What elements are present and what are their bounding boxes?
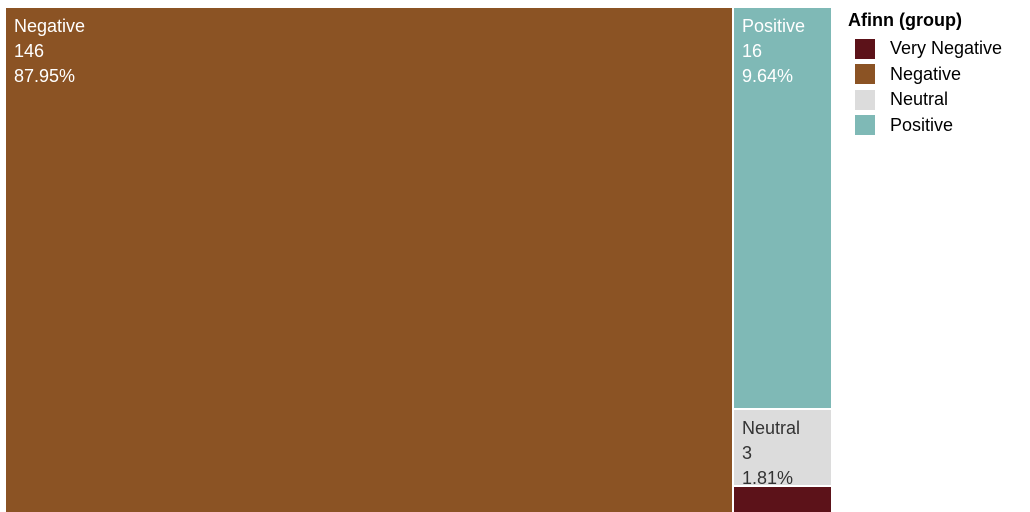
tile-percent-neutral: 1.81% (742, 468, 794, 488)
legend-label-negative: Negative (890, 63, 962, 84)
legend-title: Afinn (group) (848, 10, 962, 30)
legend-swatch-neutral (855, 89, 875, 110)
tile-name-positive: Positive (742, 16, 806, 36)
legend-swatch-negative (855, 64, 875, 85)
tile-label-positive: Positive 16 9.64% (742, 14, 805, 89)
legend-item-neutral: Neutral (848, 87, 1002, 113)
tile-percent-negative: 87.95% (14, 66, 76, 86)
tile-label-negative: Negative 146 87.95% (14, 14, 85, 89)
legend-label-very-negative: Very Negative (890, 38, 1003, 59)
legend-item-negative: Negative (848, 62, 1002, 88)
tile-positive: Positive 16 9.64% (734, 8, 831, 408)
tile-negative: Negative 146 87.95% (6, 8, 732, 512)
tile-value-positive: 16 (742, 41, 763, 61)
tile-value-neutral: 3 (742, 443, 753, 463)
legend-swatch-positive (855, 115, 875, 136)
tile-very-negative (734, 487, 831, 512)
legend-item-positive: Positive (848, 113, 1002, 139)
tile-value-negative: 146 (14, 41, 45, 61)
legend-item-very-negative: Very Negative (848, 36, 1002, 62)
tile-percent-positive: 9.64% (742, 66, 794, 86)
tile-label-neutral: Neutral 3 1.81% (742, 416, 800, 491)
legend-label-positive: Positive (890, 114, 954, 135)
tile-neutral: Neutral 3 1.81% (734, 410, 831, 488)
legend-swatch-very-negative (855, 38, 875, 59)
tile-name-neutral: Neutral (742, 418, 801, 438)
legend: Afinn (group) Very Negative Negative Neu… (848, 8, 1002, 138)
legend-label-neutral: Neutral (890, 89, 949, 110)
tile-name-negative: Negative (14, 16, 86, 36)
